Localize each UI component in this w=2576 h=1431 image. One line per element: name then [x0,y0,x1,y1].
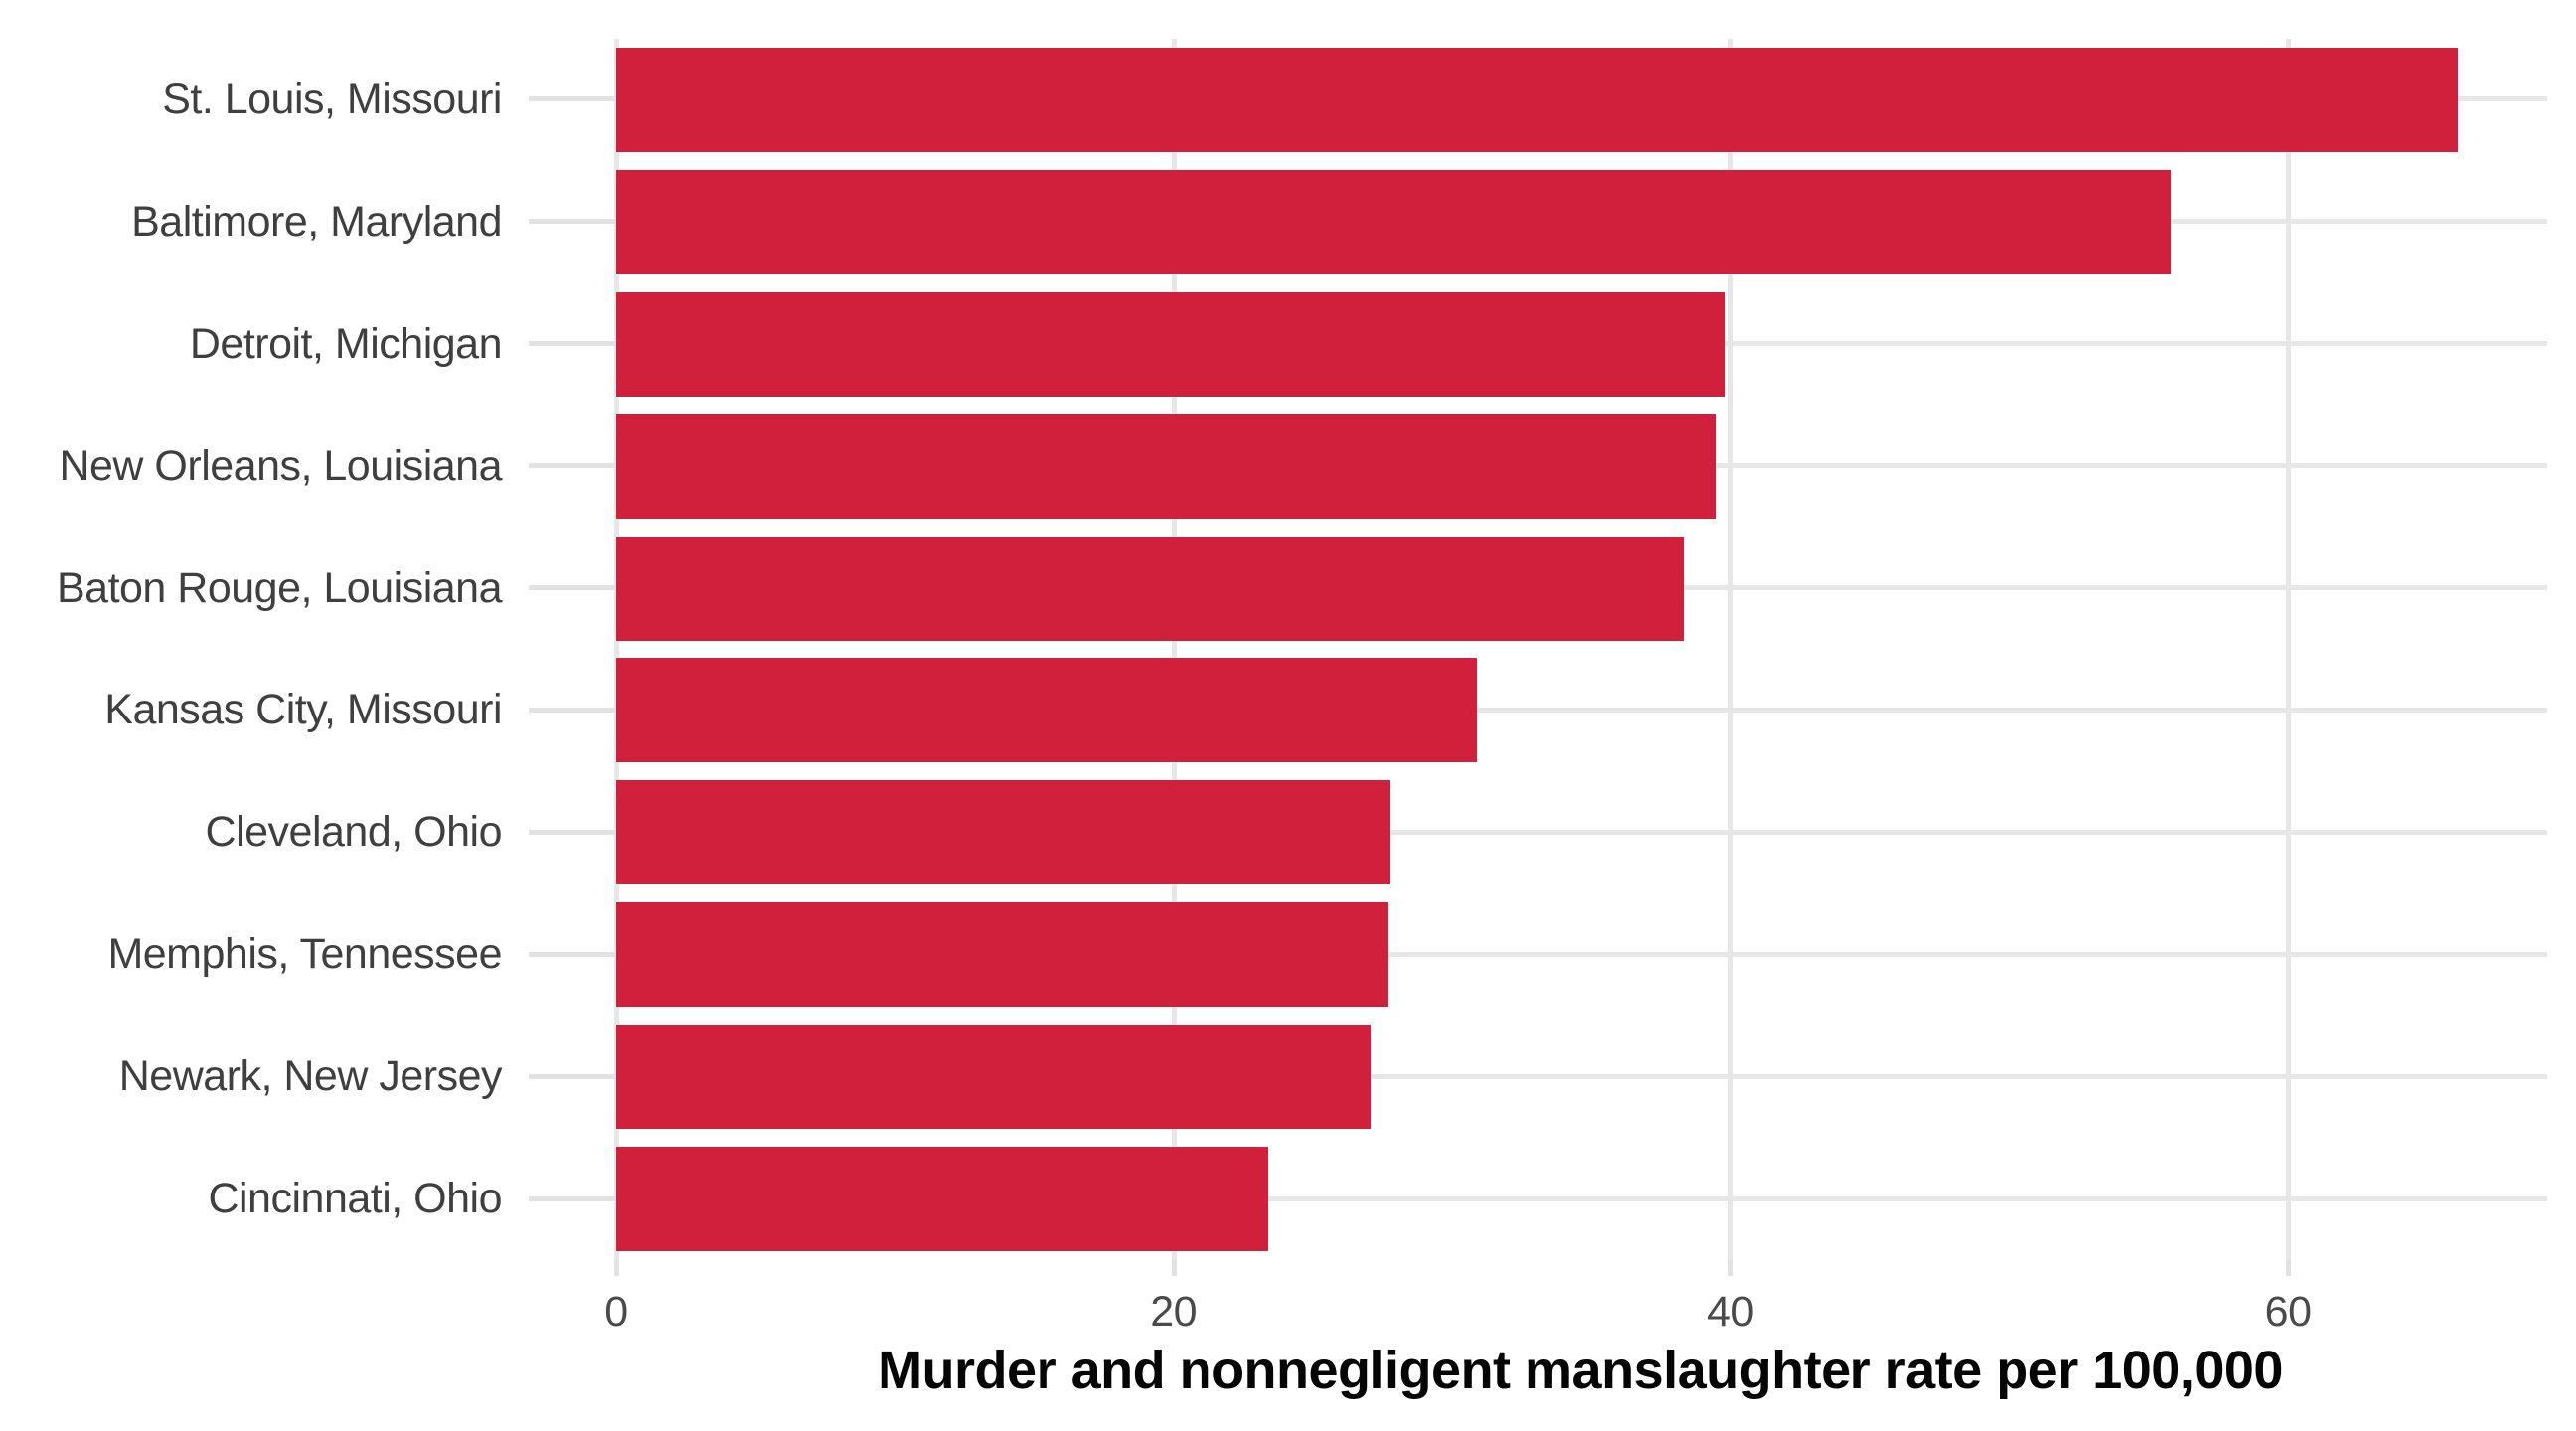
y-axis-tick-mark [529,1073,616,1079]
category-label: Baltimore, Maryland [131,197,502,245]
vertical-gridline [1728,39,1734,1260]
y-axis-tick-mark [529,219,616,225]
horizontal-gridline [616,951,2547,957]
x-axis-tick-label: 60 [2264,1288,2312,1336]
x-axis-tick-label: 20 [1150,1288,1198,1336]
bar [616,658,1478,763]
x-axis-title: Murder and nonnegligent manslaughter rat… [878,1341,2283,1400]
vertical-gridline [1171,39,1177,1260]
category-label: Newark, New Jersey [118,1052,503,1101]
category-label: Detroit, Michigan [189,319,503,368]
bar [616,169,2172,274]
category-label: New Orleans, Louisiana [59,441,502,490]
chart-row: Baltimore, Maryland [131,161,2547,283]
x-axis-tick-mark [2286,1260,2292,1276]
y-axis-tick-mark [529,463,616,469]
x-axis-tick-mark [614,1260,619,1276]
chart-row: St. Louis, Missouri [162,39,2547,161]
bar [616,291,1725,397]
x-axis-tick-mark [1728,1260,1734,1276]
category-label: Baton Rouge, Louisiana [56,563,503,612]
chart-row: Cleveland, Ohio [206,771,2547,893]
bar [616,47,2459,152]
y-axis-tick-mark [529,1195,616,1201]
y-axis-tick-mark [529,829,616,835]
x-axis-tick-mark [1171,1260,1177,1276]
horizontal-gridline [616,1195,2547,1201]
category-label: Cleveland, Ohio [205,808,503,857]
chart-row: Baton Rouge, Louisiana [57,528,2547,650]
category-label: St. Louis, Missouri [162,75,502,123]
y-axis-tick-mark [529,96,616,102]
category-label: Memphis, Tennessee [107,930,502,979]
bar [616,1147,1268,1252]
plot-panel: St. Louis, Missouri Baltimore, Maryland … [57,39,2547,1260]
x-axis-tick-label: 40 [1706,1288,1754,1336]
y-axis-tick-mark [529,707,616,713]
bar [616,780,1391,885]
bar [616,413,1717,519]
y-axis-tick-mark [529,341,616,347]
x-axis-tick-label: 0 [604,1288,628,1336]
y-axis-tick-mark [529,951,616,957]
horizontal-gridline [616,707,2547,713]
horizontal-gridline [616,829,2547,835]
chart-row: Memphis, Tennessee [107,893,2547,1016]
bar [616,1025,1371,1130]
chart-row: Detroit, Michigan [190,283,2547,405]
horizontal-gridline [616,1073,2547,1079]
bar [616,536,1684,641]
category-label: Cincinnati, Ohio [208,1175,502,1223]
chart-row: New Orleans, Louisiana [59,405,2547,528]
chart-row: Kansas City, Missouri [104,650,2547,772]
y-axis-tick-mark [529,585,616,591]
category-label: Kansas City, Missouri [104,686,502,734]
chart-row: Cincinnati, Ohio [208,1138,2547,1260]
vertical-gridline [2286,39,2292,1260]
bar [616,902,1388,1008]
chart-row: Newark, New Jersey [119,1016,2547,1138]
vertical-gridline [614,39,619,1260]
